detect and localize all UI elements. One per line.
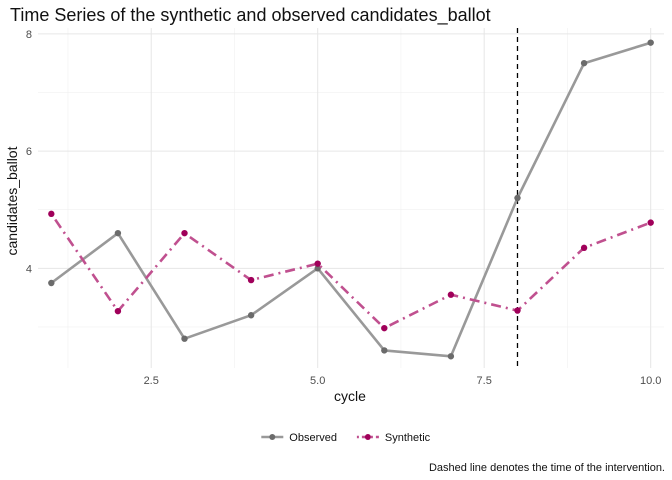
- grid: [38, 28, 664, 368]
- synthetic-point: [381, 324, 388, 332]
- x-tick-label: 5.0: [310, 375, 325, 387]
- legend: Observed Synthetic: [261, 432, 431, 444]
- chart-title: Time Series of the synthetic and observe…: [10, 5, 491, 26]
- y-axis-ticks: 4 6 8: [26, 29, 32, 275]
- x-axis-ticks: 2.5 5.0 7.5 10.0: [144, 375, 662, 387]
- legend-label: Synthetic: [385, 432, 431, 444]
- x-axis-title: cycle: [334, 388, 366, 404]
- legend-item-synthetic: Synthetic: [356, 432, 431, 444]
- observed-point: [381, 347, 388, 354]
- observed-point: [114, 229, 122, 237]
- observed-point: [647, 39, 654, 46]
- observed-point: [514, 194, 521, 202]
- x-tick-label: 7.5: [477, 375, 492, 387]
- synthetic-point: [580, 244, 588, 252]
- y-axis-title: candidates_ballot: [4, 146, 20, 255]
- synthetic-point: [647, 219, 654, 226]
- observed-point: [181, 335, 188, 342]
- synthetic-point: [447, 291, 455, 298]
- legend-label: Observed: [289, 432, 337, 444]
- observed-point: [247, 312, 255, 319]
- synthetic-point: [514, 307, 521, 314]
- observed-line: [50, 41, 652, 358]
- y-tick-label: 4: [26, 263, 32, 275]
- observed-point: [314, 265, 321, 272]
- synthetic-point: [247, 276, 255, 284]
- synthetic-point: [314, 260, 321, 267]
- synthetic-line: [50, 213, 652, 330]
- observed-point: [48, 279, 55, 287]
- x-tick-label: 10.0: [640, 375, 661, 387]
- series-layer: [48, 39, 654, 360]
- x-tick-label: 2.5: [144, 375, 159, 387]
- synthetic-point: [48, 210, 55, 218]
- synthetic-point: [114, 307, 122, 315]
- synthetic-point: [181, 229, 188, 237]
- y-tick-label: 8: [26, 29, 32, 41]
- caption: Dashed line denotes the time of the inte…: [429, 462, 665, 474]
- observed-point: [580, 59, 588, 67]
- y-tick-label: 6: [26, 146, 32, 158]
- observed-point: [447, 353, 455, 360]
- legend-key-point: [364, 434, 371, 440]
- legend-key-point: [269, 434, 276, 440]
- legend-item-observed: Observed: [261, 432, 337, 444]
